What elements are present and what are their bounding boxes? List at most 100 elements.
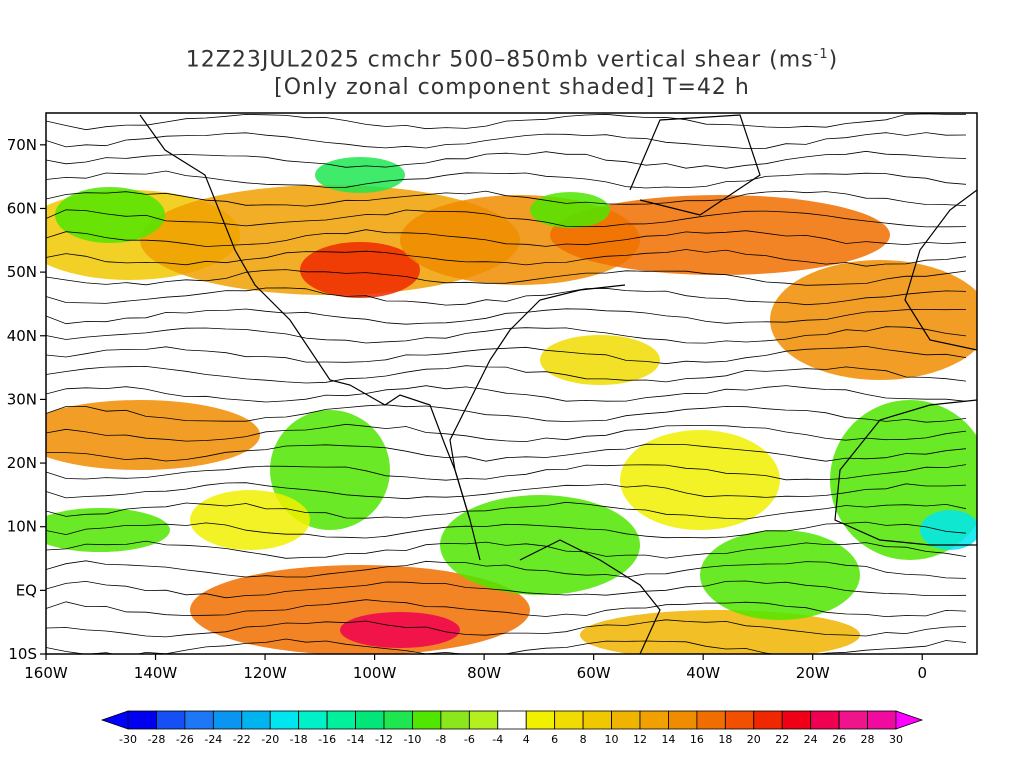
colorbar-swatch xyxy=(753,710,783,730)
streamline xyxy=(46,113,966,131)
streamline xyxy=(46,249,967,267)
colorbar-label: -18 xyxy=(290,733,308,746)
coastline-europe xyxy=(904,189,977,351)
colorbar-swatch xyxy=(696,710,726,730)
shear-patch xyxy=(46,400,260,470)
lat-label: 50N xyxy=(7,263,37,281)
lon-label: 100W xyxy=(353,664,397,682)
colorbar-swatch xyxy=(440,710,470,730)
colorbar-swatch xyxy=(326,710,356,730)
title-superscript: -1 xyxy=(813,47,829,62)
colorbar-swatch xyxy=(525,710,556,730)
colorbar-arrow-high xyxy=(895,710,924,730)
lon-label: 140W xyxy=(134,664,178,682)
colorbar-label: 22 xyxy=(775,733,789,746)
colorbar-swatch xyxy=(724,710,755,730)
lon-label: 40W xyxy=(686,664,720,682)
shear-patch xyxy=(550,195,890,275)
colorbar-label: -4 xyxy=(492,733,503,746)
lat-label: 30N xyxy=(7,390,37,408)
longitude-axis: 160W 140W 120W 100W 80W 60W 40W 20W 0 xyxy=(24,654,927,682)
latitude-axis: 70N 60N 50N 40N 30N 20N 10N EQ 10S xyxy=(7,136,46,663)
streamline xyxy=(46,501,967,520)
streamline xyxy=(46,326,967,344)
colorbar-swatch xyxy=(127,710,157,730)
streamline xyxy=(46,443,967,462)
colorbar-swatch xyxy=(611,710,641,730)
colorbar-swatch xyxy=(383,710,413,730)
lat-label: 10S xyxy=(8,645,37,663)
streamline xyxy=(46,404,967,423)
colorbar-label: 8 xyxy=(580,733,587,746)
shear-patch xyxy=(620,430,780,530)
colorbar-swatch xyxy=(639,710,669,730)
shear-patch xyxy=(140,185,520,295)
chart-title-line1: 12Z23JUL2025 cmchr 500–850mb vertical sh… xyxy=(0,47,1024,72)
colorbar-label: -28 xyxy=(147,733,165,746)
streamline xyxy=(46,209,967,228)
title-prefix: 12Z23JUL2025 cmchr 500–850mb vertical sh… xyxy=(185,47,814,73)
colorbar-swatch xyxy=(241,710,271,730)
lon-label: 120W xyxy=(243,664,287,682)
lat-label: EQ xyxy=(16,581,37,599)
streamline xyxy=(46,619,967,638)
shear-patch xyxy=(770,260,977,380)
streamline xyxy=(46,150,967,169)
colorbar-label: -22 xyxy=(233,733,251,746)
shear-patch xyxy=(540,335,660,385)
colorbar-swatch xyxy=(781,710,812,730)
colorbar-swatch xyxy=(668,710,698,730)
shear-patch xyxy=(580,610,860,654)
streamline xyxy=(46,599,967,618)
lon-label: 20W xyxy=(796,664,830,682)
streamline xyxy=(46,464,967,481)
shear-patch xyxy=(440,495,640,595)
colorbar-arrow-low xyxy=(100,710,129,730)
chart-title-line2: [Only zonal component shaded] T=42 h xyxy=(274,75,750,100)
colorbar-swatch xyxy=(582,710,612,730)
streamline xyxy=(46,229,967,247)
wind-streamlines xyxy=(46,113,967,654)
streamline xyxy=(46,540,967,559)
coastlines xyxy=(139,114,977,654)
colorbar-label: -24 xyxy=(204,733,222,746)
streamline xyxy=(46,560,967,579)
lat-label: 70N xyxy=(7,136,37,154)
shear-patch xyxy=(190,490,310,550)
colorbar-swatch xyxy=(838,710,868,730)
colorbar-swatch xyxy=(298,710,328,730)
colorbar-label: -10 xyxy=(403,733,421,746)
shear-patch xyxy=(300,242,420,298)
colorbar-swatch xyxy=(554,710,584,730)
colorbar-swatch xyxy=(412,710,442,730)
lon-label: 60W xyxy=(577,664,611,682)
title-suffix: ) xyxy=(828,47,839,73)
streamline xyxy=(46,345,967,365)
shear-patch xyxy=(46,508,170,552)
streamline xyxy=(46,385,967,403)
colorbar-swatch xyxy=(810,710,840,730)
colorbar-swatch xyxy=(184,710,214,730)
streamline xyxy=(46,287,967,306)
streamline xyxy=(46,482,967,500)
lat-label: 10N xyxy=(7,518,37,536)
colorbar-swatch xyxy=(212,710,243,730)
lat-label: 60N xyxy=(7,199,37,217)
colorbar-label: -26 xyxy=(176,733,194,746)
lon-label: 80W xyxy=(467,664,501,682)
colorbar-swatch xyxy=(867,710,897,730)
colorbar-label: -8 xyxy=(435,733,446,746)
coastline-north-america xyxy=(139,114,481,561)
streamline xyxy=(46,580,967,599)
colorbar-label: -20 xyxy=(261,733,279,746)
colorbar-label: 18 xyxy=(718,733,732,746)
colorbar-label: -12 xyxy=(375,733,393,746)
lon-label: 160W xyxy=(24,664,68,682)
colorbar-label: 14 xyxy=(661,733,675,746)
colorbar-swatch xyxy=(497,710,527,730)
shear-shading xyxy=(46,157,977,654)
streamline xyxy=(46,308,967,325)
colorbar-label: 20 xyxy=(747,733,761,746)
streamline xyxy=(46,132,967,150)
